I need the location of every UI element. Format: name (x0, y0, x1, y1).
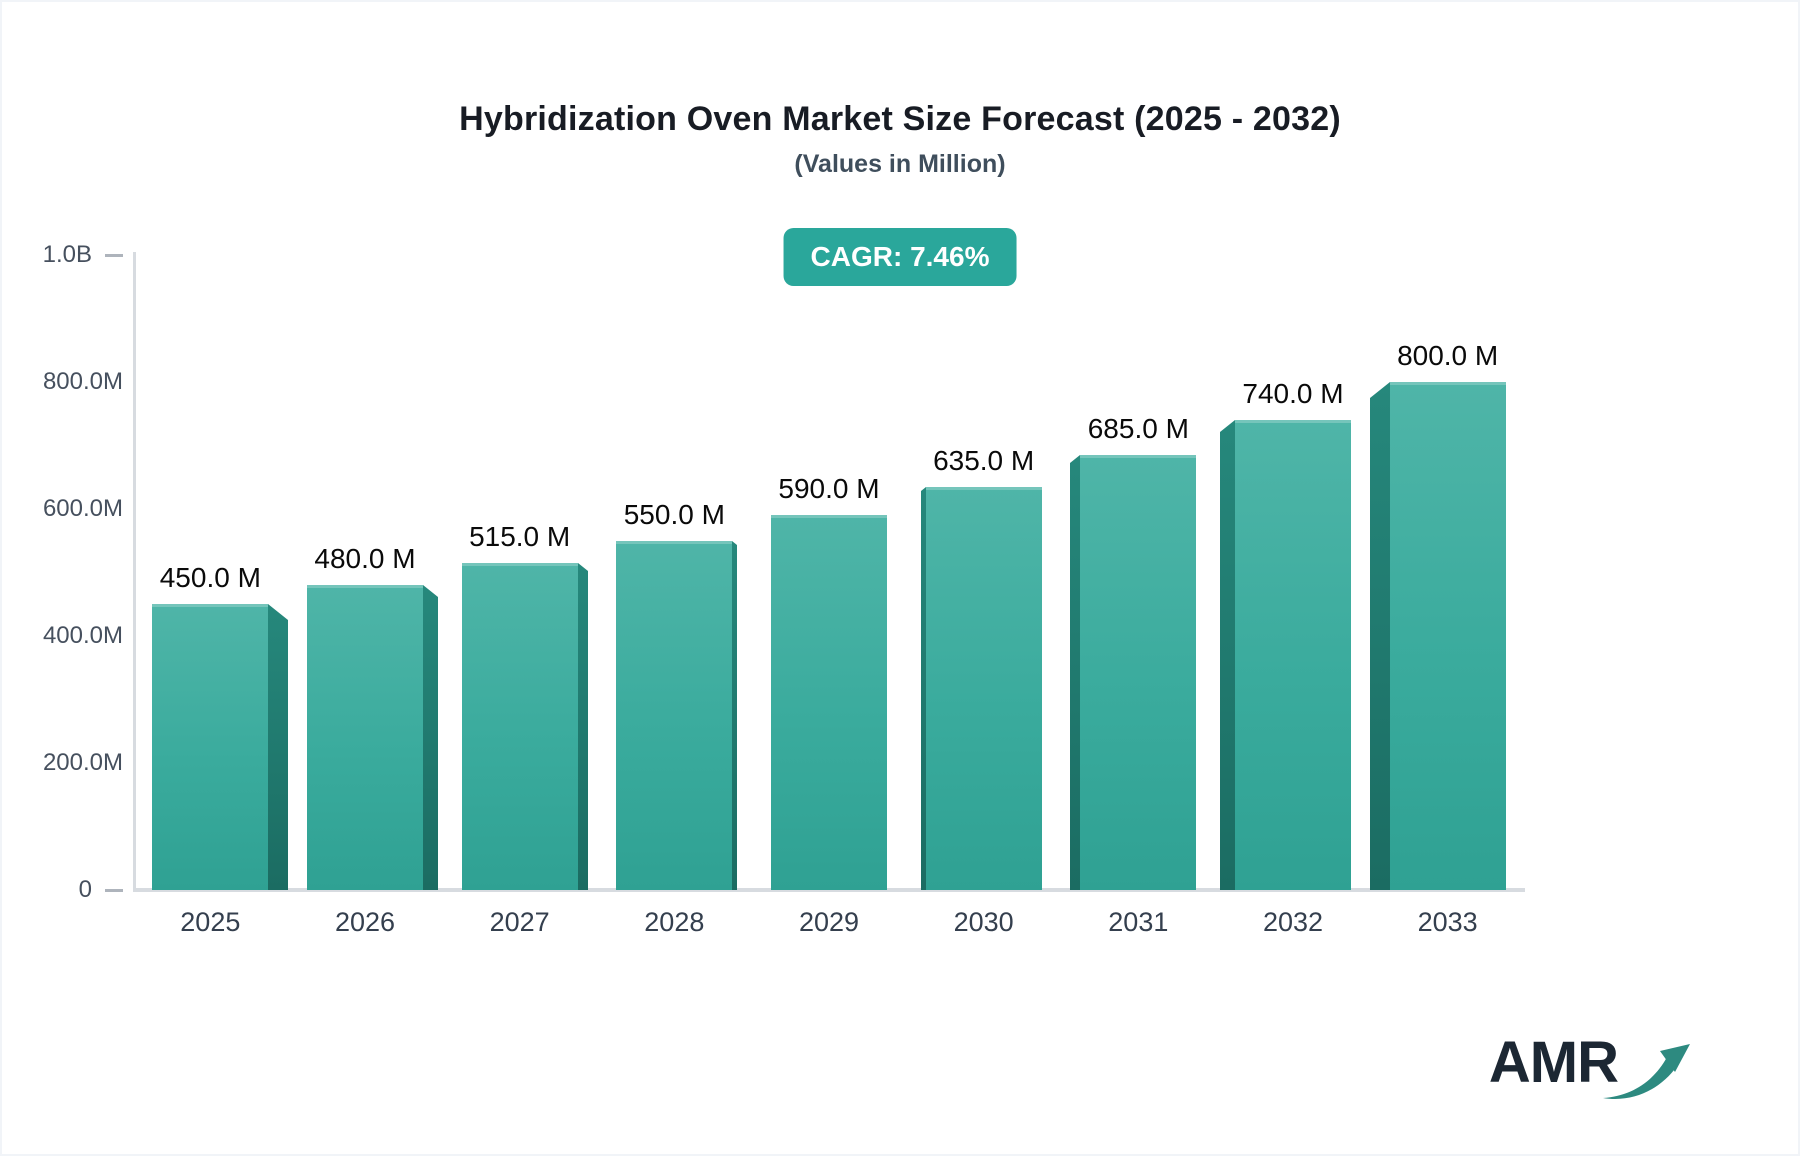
x-axis-label-2032: 2032 (1262, 907, 1324, 937)
x-axis-label-2027: 2027 (489, 907, 550, 937)
growth-arrow-icon (1603, 1044, 1690, 1100)
cagr-badge: CAGR: 7.46% (783, 228, 1017, 286)
y-axis-label-text: 600.0M (42, 495, 123, 522)
bar-value-label: 635.0 M (933, 445, 1035, 476)
logo-text: AMR (1488, 1030, 1619, 1095)
bar-side-face (1370, 382, 1390, 890)
y-axis-label: 0 (2, 875, 123, 905)
bar-side-face (1070, 455, 1080, 890)
bar-side-face (1220, 420, 1235, 890)
y-axis-label-text: 0 (78, 876, 92, 903)
bar-2031[interactable] (1080, 455, 1196, 890)
y-axis-label-text: 200.0M (42, 749, 123, 776)
bar-value-label: 550.0 M (623, 499, 725, 530)
bar-2027[interactable] (462, 563, 578, 890)
bar-side-face (423, 585, 438, 890)
bar-value-label: 515.0 M (469, 521, 571, 552)
bar-2025[interactable] (152, 604, 268, 890)
bar-2028[interactable] (616, 541, 732, 890)
bar-value-label: 480.0 M (314, 543, 416, 574)
y-axis-tick-dash (105, 888, 123, 892)
y-axis-line (133, 252, 136, 892)
y-axis-label: 600.0M (2, 494, 123, 524)
bar-value-label: 685.0 M (1087, 413, 1189, 444)
y-axis-label-text: 400.0M (42, 622, 123, 649)
bar-side-face (268, 604, 288, 890)
bar-2032[interactable] (1235, 420, 1351, 890)
y-axis-label: 400.0M (2, 621, 123, 651)
x-axis-label-2025: 2025 (180, 907, 241, 937)
bar-2029[interactable] (771, 515, 887, 890)
chart-title: Hybridization Oven Market Size Forecast … (459, 100, 1341, 138)
chart-subtitle: (Values in Million) (794, 150, 1006, 178)
bar-side-face (732, 541, 737, 890)
brand-logo: AMR (1489, 1034, 1694, 1108)
bar-value-label: 740.0 M (1242, 378, 1344, 409)
x-axis-label-2030: 2030 (953, 907, 1014, 937)
bar-side-face (921, 487, 926, 890)
x-axis-label-2031: 2031 (1108, 907, 1169, 937)
bar-value-label: 450.0 M (159, 562, 261, 593)
y-axis-label: 800.0M (2, 367, 123, 397)
y-axis-tick-dash (105, 253, 123, 257)
bar-value-label: 800.0 M (1397, 340, 1499, 371)
y-axis-label: 1.0B (2, 240, 123, 270)
y-axis-label-text: 1.0B (42, 241, 92, 268)
y-axis-label-text: 800.0M (42, 368, 123, 395)
x-axis-baseline (133, 888, 1525, 892)
bar-2033[interactable] (1390, 382, 1506, 890)
x-axis-label-2026: 2026 (334, 907, 396, 937)
bar-2030[interactable] (926, 487, 1042, 890)
bar-side-face (578, 563, 588, 890)
x-axis-label-2033: 2033 (1417, 907, 1478, 937)
bar-value-label: 590.0 M (778, 473, 880, 504)
x-axis-label-2029: 2029 (798, 907, 860, 937)
y-axis-label: 200.0M (2, 748, 123, 778)
bar-2026[interactable] (307, 585, 423, 890)
x-axis-label-2028: 2028 (644, 907, 705, 937)
